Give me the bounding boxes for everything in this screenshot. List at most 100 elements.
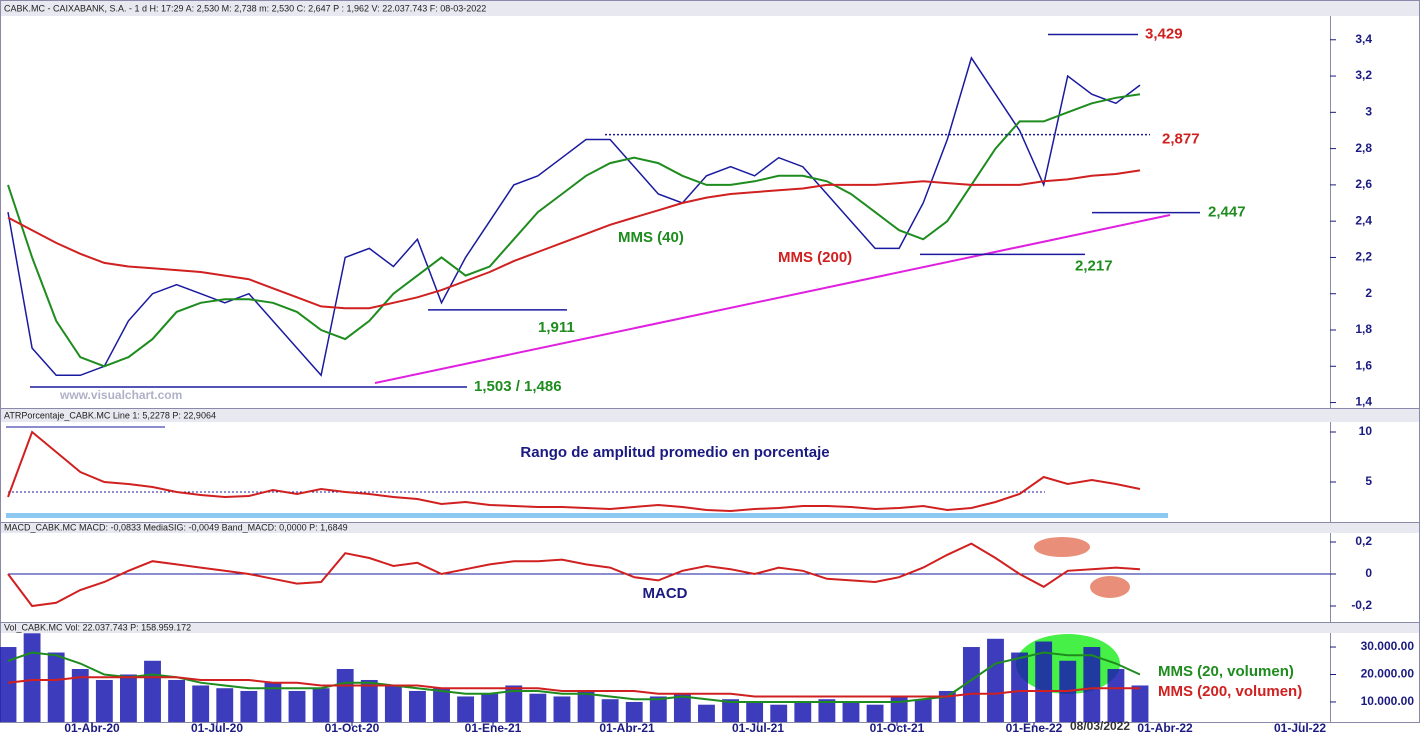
volume-bar (384, 685, 402, 722)
pane-title: Vol_CABK.MC Vol: 22.037.743 P: 158.959.1… (4, 622, 191, 632)
volume-bar (360, 679, 378, 722)
series-line (7, 676, 1140, 698)
volume-bar (288, 690, 306, 722)
macd-highlight (1090, 576, 1130, 598)
y-tick-label: 30.000.00 (1361, 639, 1415, 653)
y-tick-label: 3,4 (1355, 32, 1372, 46)
volume-bar (505, 685, 523, 722)
header-bar (1, 523, 1419, 533)
trend-line (374, 214, 1171, 384)
series-line (7, 169, 1141, 310)
volume-bar (673, 693, 691, 722)
y-tick-label: 3,2 (1355, 68, 1372, 82)
x-tick-label: 01-Abr-22 (1137, 721, 1193, 735)
series-line (7, 651, 1141, 703)
volume-bar (794, 701, 812, 722)
volume-bar (240, 690, 258, 722)
volume-bar (1035, 641, 1053, 722)
annotation: MACD (643, 585, 688, 602)
level-label: 1,503 / 1,486 (474, 378, 562, 395)
volume-bar (457, 696, 475, 722)
volume-bar (47, 652, 65, 722)
volume-bar (890, 696, 908, 722)
volume-bar (746, 701, 764, 722)
volume-bar (1011, 652, 1029, 722)
x-tick-label: 01-Oct-21 (870, 721, 925, 735)
volume-bar (625, 701, 643, 722)
x-tick-label: 01-Jul-20 (191, 721, 243, 735)
volume-bar (1107, 668, 1125, 722)
y-tick-label: 0,2 (1355, 534, 1372, 548)
y-tick-label: 2,6 (1355, 177, 1372, 191)
volume-bar (71, 668, 89, 722)
y-tick-label: 10.000.00 (1361, 694, 1415, 708)
x-tick-label: 01-Abr-21 (599, 721, 655, 735)
volume-bar (914, 699, 932, 722)
volume-bar (577, 690, 595, 722)
volume-bar (987, 638, 1004, 722)
volume-bar (481, 693, 499, 722)
x-tick-label: 01-Abr-20 (64, 721, 120, 735)
series-line (7, 430, 1141, 513)
volume-bar (818, 699, 836, 722)
volume-bar (770, 704, 788, 722)
header-bar (1, 1, 1419, 16)
volume-bar (1131, 685, 1149, 722)
macd-highlight (1034, 537, 1090, 557)
header-bar (1, 409, 1419, 422)
volume-bar (529, 693, 547, 722)
volume-bar (938, 690, 956, 722)
header-bars (1, 1, 1419, 633)
volume-bar (192, 685, 210, 722)
volume-bar (0, 647, 17, 722)
atr-band (6, 513, 1168, 518)
volume-bar (433, 688, 450, 722)
y-tick-label: 5 (1365, 474, 1372, 488)
x-tick-label: 01-Jul-21 (732, 721, 784, 735)
level-label: 2,877 (1162, 131, 1200, 148)
volume-bar (1083, 647, 1101, 722)
y-tick-label: 2,2 (1355, 250, 1372, 264)
y-tick-label: 1,6 (1355, 358, 1372, 372)
y-tick-label: 1,8 (1355, 322, 1372, 336)
annotation: Rango de amplitud promedio en porcentaje (520, 444, 829, 461)
series-label: MMS (200, volumen) (1158, 683, 1302, 700)
date-marker: 08/03/2022 (1070, 719, 1130, 733)
y-tick-label: 10 (1359, 424, 1373, 438)
volume-bar (722, 699, 739, 722)
pane-title: ATRPorcentaje_CABK.MC Line 1: 5,2278 P: … (4, 410, 216, 420)
volume-bar (962, 647, 980, 722)
series-label: MMS (200) (778, 249, 852, 266)
volume-bar (312, 688, 330, 722)
series-line (7, 56, 1141, 377)
y-tick-label: 2 (1365, 286, 1372, 300)
x-tick-label: 01-Jul-22 (1274, 721, 1326, 735)
level-label: 2,447 (1208, 204, 1246, 221)
volume-bar (649, 696, 667, 722)
pane-title: CABK.MC - CAIXABANK, S.A. - 1 d H: 17:29… (4, 3, 486, 13)
y-tick-label: -0,2 (1351, 598, 1372, 612)
volume-bar (119, 674, 137, 722)
volume-bar (216, 688, 234, 722)
volume-bar (168, 679, 186, 722)
volume-bar (698, 704, 715, 722)
level-label: 1,911 (538, 319, 575, 336)
x-tick-label: 01-Oct-20 (325, 721, 380, 735)
volume-bar (144, 660, 161, 722)
volume-bar (336, 668, 354, 722)
y-tick-label: 1,4 (1355, 395, 1372, 409)
pane-title: MACD_CABK.MC MACD: -0,0833 MediaSIG: -0,… (4, 522, 348, 532)
y-tick-label: 3 (1365, 104, 1372, 118)
volume-bar (264, 682, 282, 722)
volume-bar (553, 696, 571, 722)
volume-bar (95, 679, 113, 722)
level-label: 2,217 (1075, 257, 1113, 274)
x-tick-label: 01-Ene-22 (1006, 721, 1063, 735)
volume-bar (601, 699, 619, 722)
volume-bar (842, 701, 860, 722)
y-tick-label: 2,4 (1355, 213, 1372, 227)
volume-bar (866, 704, 884, 722)
series-label: MMS (40) (618, 229, 684, 246)
